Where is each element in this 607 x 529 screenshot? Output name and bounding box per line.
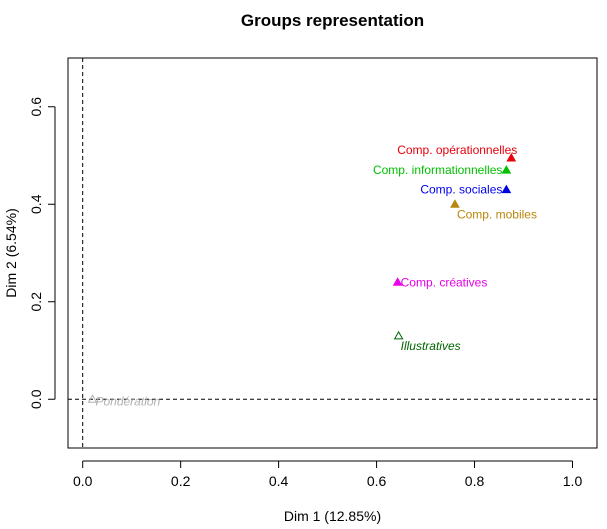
x-tick-label: 0.6 (367, 473, 387, 489)
point-marker (501, 165, 512, 174)
point-marker (506, 152, 517, 162)
point-label: Comp. mobiles (457, 207, 537, 221)
point-marker (450, 199, 460, 208)
y-tick-label: 0.0 (28, 389, 44, 409)
point-label: Comp. créatives (401, 275, 488, 289)
point-marker (392, 277, 403, 286)
point-marker (87, 394, 98, 403)
y-axis: 0.0 0.2 0.4 0.6 (28, 97, 56, 409)
y-axis-label: Dim 2 (6.54%) (3, 208, 19, 297)
point-label: Comp. informationnelles (373, 163, 502, 177)
x-tick-label: 0.0 (73, 473, 93, 489)
y-tick-label: 0.6 (28, 97, 44, 117)
x-tick-label: 0.2 (171, 473, 191, 489)
x-tick-label: 0.4 (269, 473, 289, 489)
point-label: Comp. sociales (420, 183, 502, 197)
y-tick-label: 0.4 (28, 194, 44, 214)
x-tick-label: 1.0 (563, 473, 583, 489)
y-tick-label: 0.2 (28, 292, 44, 312)
x-axis: 0.0 0.2 0.4 0.6 0.8 1.0 (73, 460, 583, 489)
point-marker (393, 330, 404, 340)
chart-title: Groups representation (241, 11, 424, 30)
points-layer: Comp. opérationnelles Comp. informationne… (87, 143, 537, 408)
x-axis-label: Dim 1 (12.85%) (284, 508, 381, 524)
x-tick-label: 0.8 (465, 473, 485, 489)
point-marker (501, 184, 512, 194)
point-label: Comp. opérationnelles (397, 143, 517, 157)
plot-frame (67, 57, 598, 449)
point-label: Illustratives (401, 339, 461, 353)
point-label: Pondération (95, 394, 160, 408)
